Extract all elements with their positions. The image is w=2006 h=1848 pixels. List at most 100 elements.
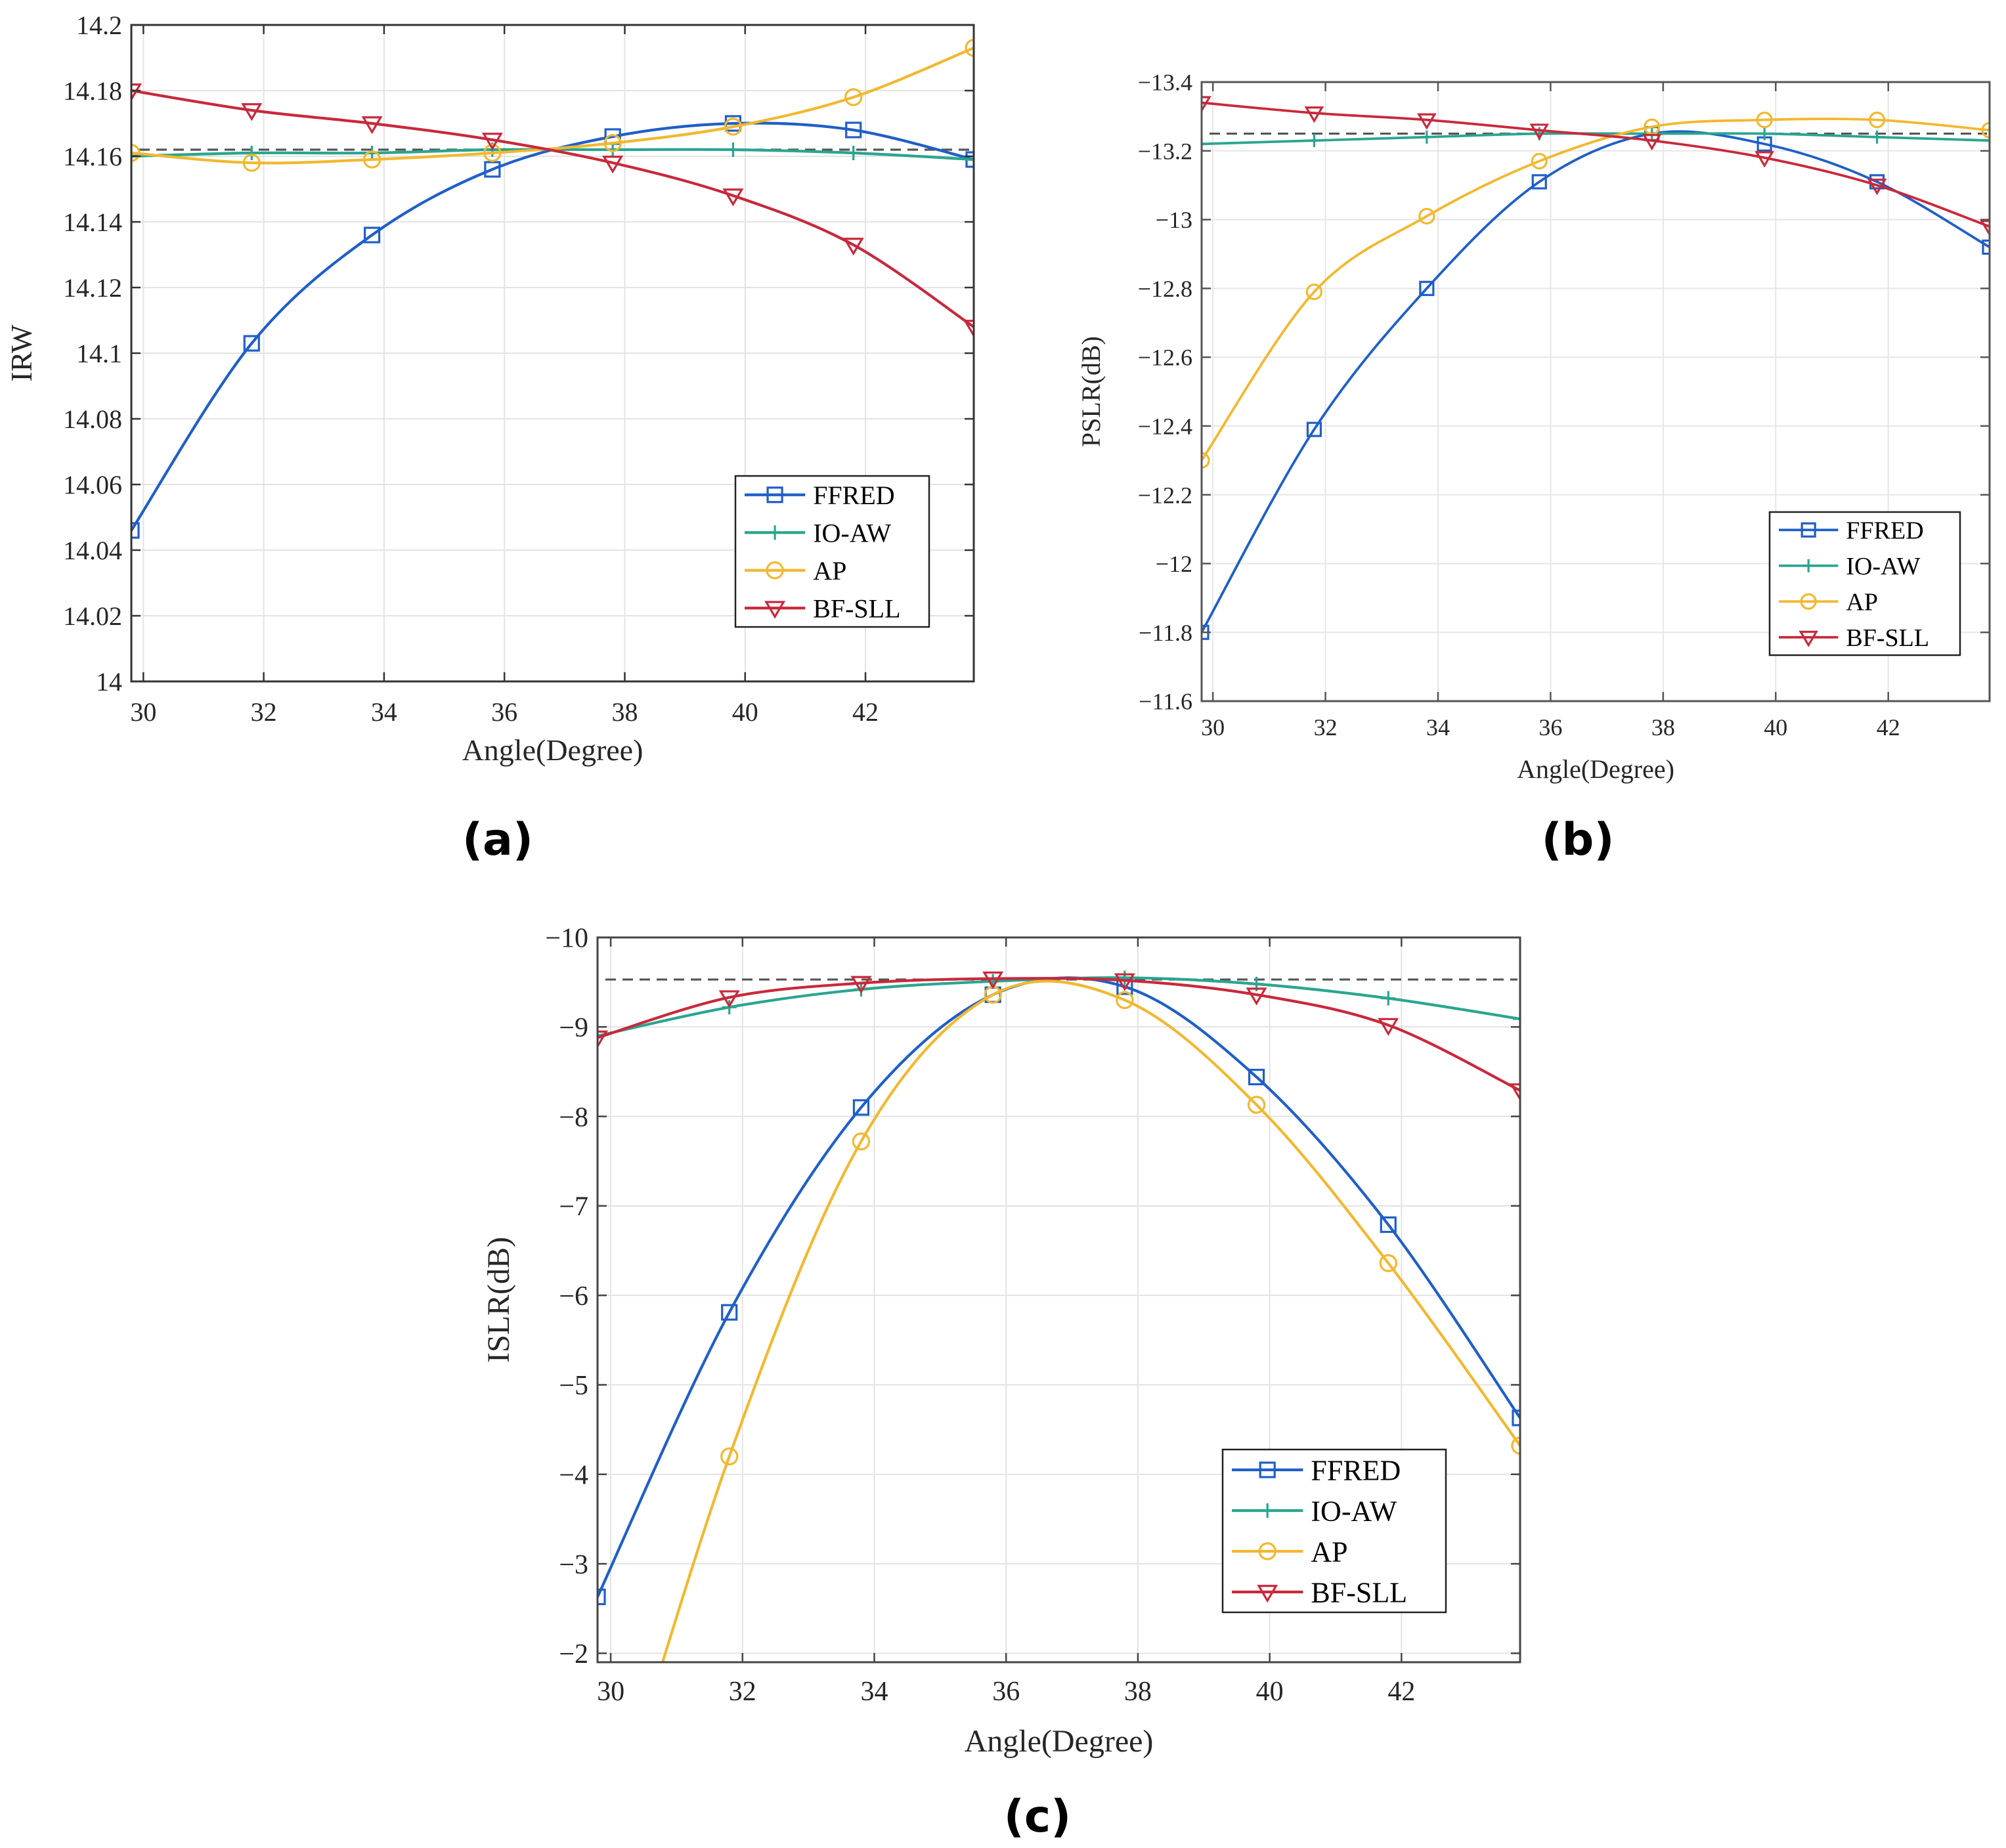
x-axis-label: Angle(Degree) bbox=[462, 733, 643, 767]
legend-marker bbox=[764, 601, 786, 619]
plot-area bbox=[131, 39, 974, 539]
data-point-ffred bbox=[852, 1099, 870, 1116]
ticks: 30 32 34 36 38 40 42 −2 −3 −4 −5 −6 −7 −8 −9 −10 bbox=[545, 924, 1520, 1707]
data-point-bf-sll bbox=[1529, 123, 1550, 140]
series-line-bf-sll bbox=[1202, 101, 1990, 228]
y-tick-label: 14.02 bbox=[63, 601, 122, 631]
data-point-bf-sll bbox=[1867, 179, 1887, 196]
data-point-io-aw bbox=[1758, 127, 1772, 140]
data-point-bf-sll bbox=[1980, 220, 1990, 237]
data-point-bf-sll bbox=[963, 320, 974, 338]
data-point-ap bbox=[852, 1132, 871, 1151]
data-point-ap bbox=[242, 154, 261, 172]
data-point-ap bbox=[720, 1447, 739, 1466]
legend-item-ffred: FFRED bbox=[1779, 517, 1924, 545]
x-tick-label: 34 bbox=[861, 1677, 888, 1707]
data-point-bf-sll bbox=[1114, 973, 1135, 991]
data-point-bf-sll bbox=[1202, 96, 1211, 113]
data-point-ap bbox=[1379, 1254, 1397, 1272]
data-point-io-aw bbox=[726, 142, 741, 157]
y-tick-label: −6 bbox=[559, 1281, 588, 1312]
legend-marker bbox=[1258, 1542, 1276, 1560]
legend: FFRED IO-AW AP BF-SLL bbox=[734, 475, 930, 628]
data-point-ffred bbox=[1982, 239, 1990, 255]
panel-caption: (b) bbox=[1542, 814, 1615, 866]
y-tick-label: −12.2 bbox=[1138, 482, 1192, 508]
legend-marker bbox=[1802, 559, 1816, 572]
data-point-bf-sll bbox=[131, 83, 142, 102]
legend-label: FFRED bbox=[1846, 517, 1923, 545]
legend-marker bbox=[766, 561, 784, 580]
y-tick-label: 14.04 bbox=[63, 536, 122, 565]
data-point-ffred bbox=[845, 121, 862, 139]
data-point-bf-sll bbox=[361, 116, 383, 135]
data-point-io-aw bbox=[1983, 134, 1990, 148]
legend-marker bbox=[1799, 630, 1818, 647]
y-tick-label: −13.4 bbox=[1138, 70, 1192, 96]
data-point-bf-sll bbox=[1246, 987, 1267, 1006]
data-point-ap bbox=[362, 150, 382, 169]
x-tick-label: 38 bbox=[1651, 714, 1675, 741]
series-bf-sll bbox=[131, 83, 974, 338]
y-tick-label: −12.6 bbox=[1138, 345, 1192, 371]
data-point-io-aw bbox=[846, 146, 861, 160]
legend-item-io-aw: IO-AW bbox=[1232, 1495, 1397, 1527]
series-line-ap bbox=[1202, 118, 1990, 462]
data-point-ffred bbox=[484, 161, 501, 178]
data-point-ap bbox=[724, 118, 743, 136]
data-point-ffred bbox=[1512, 1409, 1520, 1427]
legend-marker bbox=[1800, 593, 1817, 610]
legend: FFRED IO-AW AP BF-SLL bbox=[1221, 1448, 1447, 1614]
x-tick-label: 40 bbox=[1256, 1677, 1284, 1707]
data-point-bf-sll bbox=[1378, 1018, 1399, 1036]
data-point-io-aw bbox=[244, 146, 259, 160]
data-point-ffred bbox=[363, 226, 381, 244]
data-point-bf-sll bbox=[842, 238, 864, 256]
x-tick-label: 30 bbox=[1201, 714, 1225, 741]
data-point-ap bbox=[1247, 1096, 1266, 1114]
plot-area bbox=[1202, 96, 1990, 640]
x-tick-label: 32 bbox=[1314, 714, 1338, 741]
data-point-io-aw bbox=[1870, 130, 1884, 144]
y-tick-label: 14.08 bbox=[63, 404, 122, 434]
data-point-ffred bbox=[1306, 421, 1322, 437]
data-point-bf-sll bbox=[481, 133, 503, 151]
x-tick-label: 36 bbox=[992, 1677, 1020, 1707]
data-point-ap bbox=[1981, 121, 1990, 139]
x-tick-label: 36 bbox=[1538, 714, 1562, 741]
legend-item-ap: AP bbox=[745, 556, 846, 586]
ticks: 30 32 34 36 38 40 42 −11.6 −11.8 −12 −12.2 −12.4 −12… bbox=[1138, 70, 1990, 741]
data-point-ap bbox=[844, 88, 863, 106]
series-ffred bbox=[131, 115, 974, 539]
data-point-bf-sll bbox=[1417, 113, 1437, 130]
x-axis-label: Angle(Degree) bbox=[965, 1724, 1154, 1759]
legend-item-ffred: FFRED bbox=[1232, 1454, 1401, 1486]
data-point-ap bbox=[603, 134, 622, 152]
y-tick-label: 14.2 bbox=[76, 11, 122, 40]
data-point-bf-sll bbox=[241, 103, 263, 121]
x-tick-label: 34 bbox=[1426, 714, 1450, 741]
legend-item-io-aw: IO-AW bbox=[745, 518, 891, 548]
series-ap bbox=[131, 39, 974, 172]
plot-area bbox=[598, 970, 1520, 1662]
data-point-bf-sll bbox=[722, 188, 744, 207]
x-tick-label: 38 bbox=[611, 697, 638, 727]
x-tick-label: 32 bbox=[729, 1677, 756, 1707]
y-tick-label: −3 bbox=[559, 1550, 588, 1580]
data-point-ap bbox=[1305, 283, 1323, 301]
data-point-io-aw bbox=[967, 152, 974, 167]
data-point-ap bbox=[1116, 991, 1134, 1010]
legend-marker bbox=[1260, 1503, 1275, 1518]
legend-item-bf-sll: BF-SLL bbox=[1779, 624, 1929, 652]
data-point-ffred bbox=[721, 1304, 738, 1321]
data-point-io-aw bbox=[1420, 130, 1433, 144]
data-point-ap bbox=[965, 39, 974, 57]
y-tick-label: 14.16 bbox=[63, 142, 122, 171]
legend-label: BF-SLL bbox=[1311, 1576, 1407, 1608]
y-tick-label: −5 bbox=[559, 1371, 588, 1401]
data-point-ffred bbox=[598, 1588, 606, 1606]
legend-marker bbox=[1257, 1585, 1278, 1603]
data-point-ap bbox=[483, 144, 502, 162]
legend-label: IO-AW bbox=[1846, 553, 1920, 580]
